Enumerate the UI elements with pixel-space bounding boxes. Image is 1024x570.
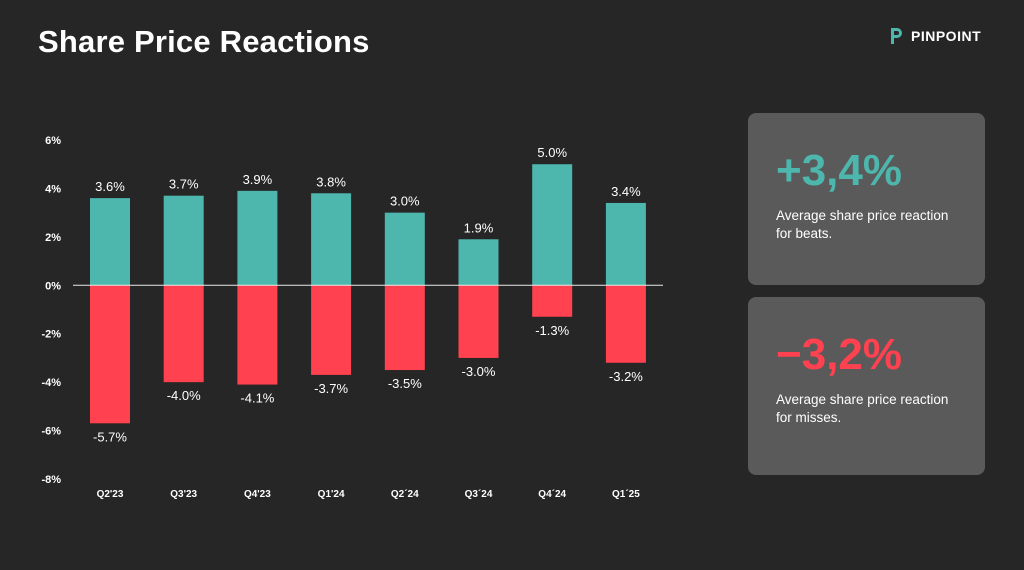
miss-data-label: -3.7% [314, 381, 348, 396]
miss-data-label: -5.7% [93, 429, 127, 444]
beat-bar [532, 164, 573, 286]
beats-description-line-1: Average share price reaction [776, 208, 949, 223]
beat-bar [605, 202, 646, 286]
beat-bar [311, 193, 352, 286]
beat-bar [90, 198, 130, 286]
beats-card: +3,4% Average share price reaction for b… [748, 113, 985, 285]
beat-bar [384, 212, 425, 286]
miss-bar [532, 285, 573, 317]
beats-description-line-2: for beats. [776, 226, 833, 241]
y-tick-label: 2% [45, 232, 61, 244]
x-category-label: Q3´24 [465, 489, 493, 500]
beat-data-label: 1.9% [464, 220, 494, 235]
miss-bar [311, 285, 352, 375]
miss-bar [384, 285, 425, 371]
x-category-label: Q1´25 [612, 489, 640, 500]
x-category-label: Q1'24 [318, 489, 345, 500]
brand-name: PINPOINT [911, 28, 982, 44]
page-title: Share Price Reactions [38, 24, 370, 59]
beat-data-label: 3.8% [316, 174, 346, 189]
bar-chart: 6% 4% 2% 0% -2% -4% -6% -8% 3.6% -5.7% Q2'23 3.7% -4… [41, 135, 663, 500]
miss-bar [90, 285, 130, 424]
pinpoint-logo-icon [891, 28, 902, 44]
misses-average-value: −3,2% [776, 330, 902, 379]
beat-data-label: 3.9% [243, 172, 273, 187]
x-category-label: Q4'23 [244, 489, 271, 500]
beat-bar [237, 190, 278, 286]
beat-bar [163, 195, 204, 286]
y-tick-label: 6% [45, 135, 61, 147]
misses-card: −3,2% Average share price reaction for m… [748, 297, 985, 475]
beat-data-label: 3.4% [611, 184, 641, 199]
y-tick-label: 4% [45, 183, 61, 195]
y-tick-label: -8% [41, 474, 61, 486]
miss-data-label: -3.2% [609, 369, 643, 384]
y-tick-label: -4% [41, 377, 61, 389]
miss-bar [605, 285, 646, 363]
beat-data-label: 5.0% [537, 145, 567, 160]
brand-logo: PINPOINT [888, 26, 981, 46]
beat-data-label: 3.7% [169, 177, 199, 192]
misses-description-line-1: Average share price reaction [776, 392, 949, 407]
beats-average-value: +3,4% [776, 146, 902, 195]
beat-bar [458, 239, 499, 286]
beat-data-label: 3.6% [95, 179, 125, 194]
miss-bar [163, 285, 204, 383]
x-category-label: Q4´24 [538, 489, 566, 500]
beat-data-label: 3.0% [390, 194, 420, 209]
misses-description-line-2: for misses. [776, 410, 842, 425]
beats-description: Average share price reaction for beats. [776, 207, 957, 243]
miss-data-label: -3.5% [388, 376, 422, 391]
miss-bar [237, 285, 278, 385]
y-tick-label: -2% [41, 329, 61, 341]
miss-data-label: -4.1% [240, 391, 274, 406]
x-category-label: Q2´24 [391, 489, 419, 500]
miss-data-label: -4.0% [167, 388, 201, 403]
misses-description: Average share price reaction for misses. [776, 391, 957, 427]
y-tick-label: -6% [41, 426, 61, 438]
miss-data-label: -3.0% [462, 364, 496, 379]
miss-bar [458, 285, 499, 358]
x-category-label: Q3'23 [170, 489, 197, 500]
y-tick-label: 0% [45, 280, 61, 292]
miss-data-label: -1.3% [535, 323, 569, 338]
x-category-label: Q2'23 [97, 489, 124, 500]
